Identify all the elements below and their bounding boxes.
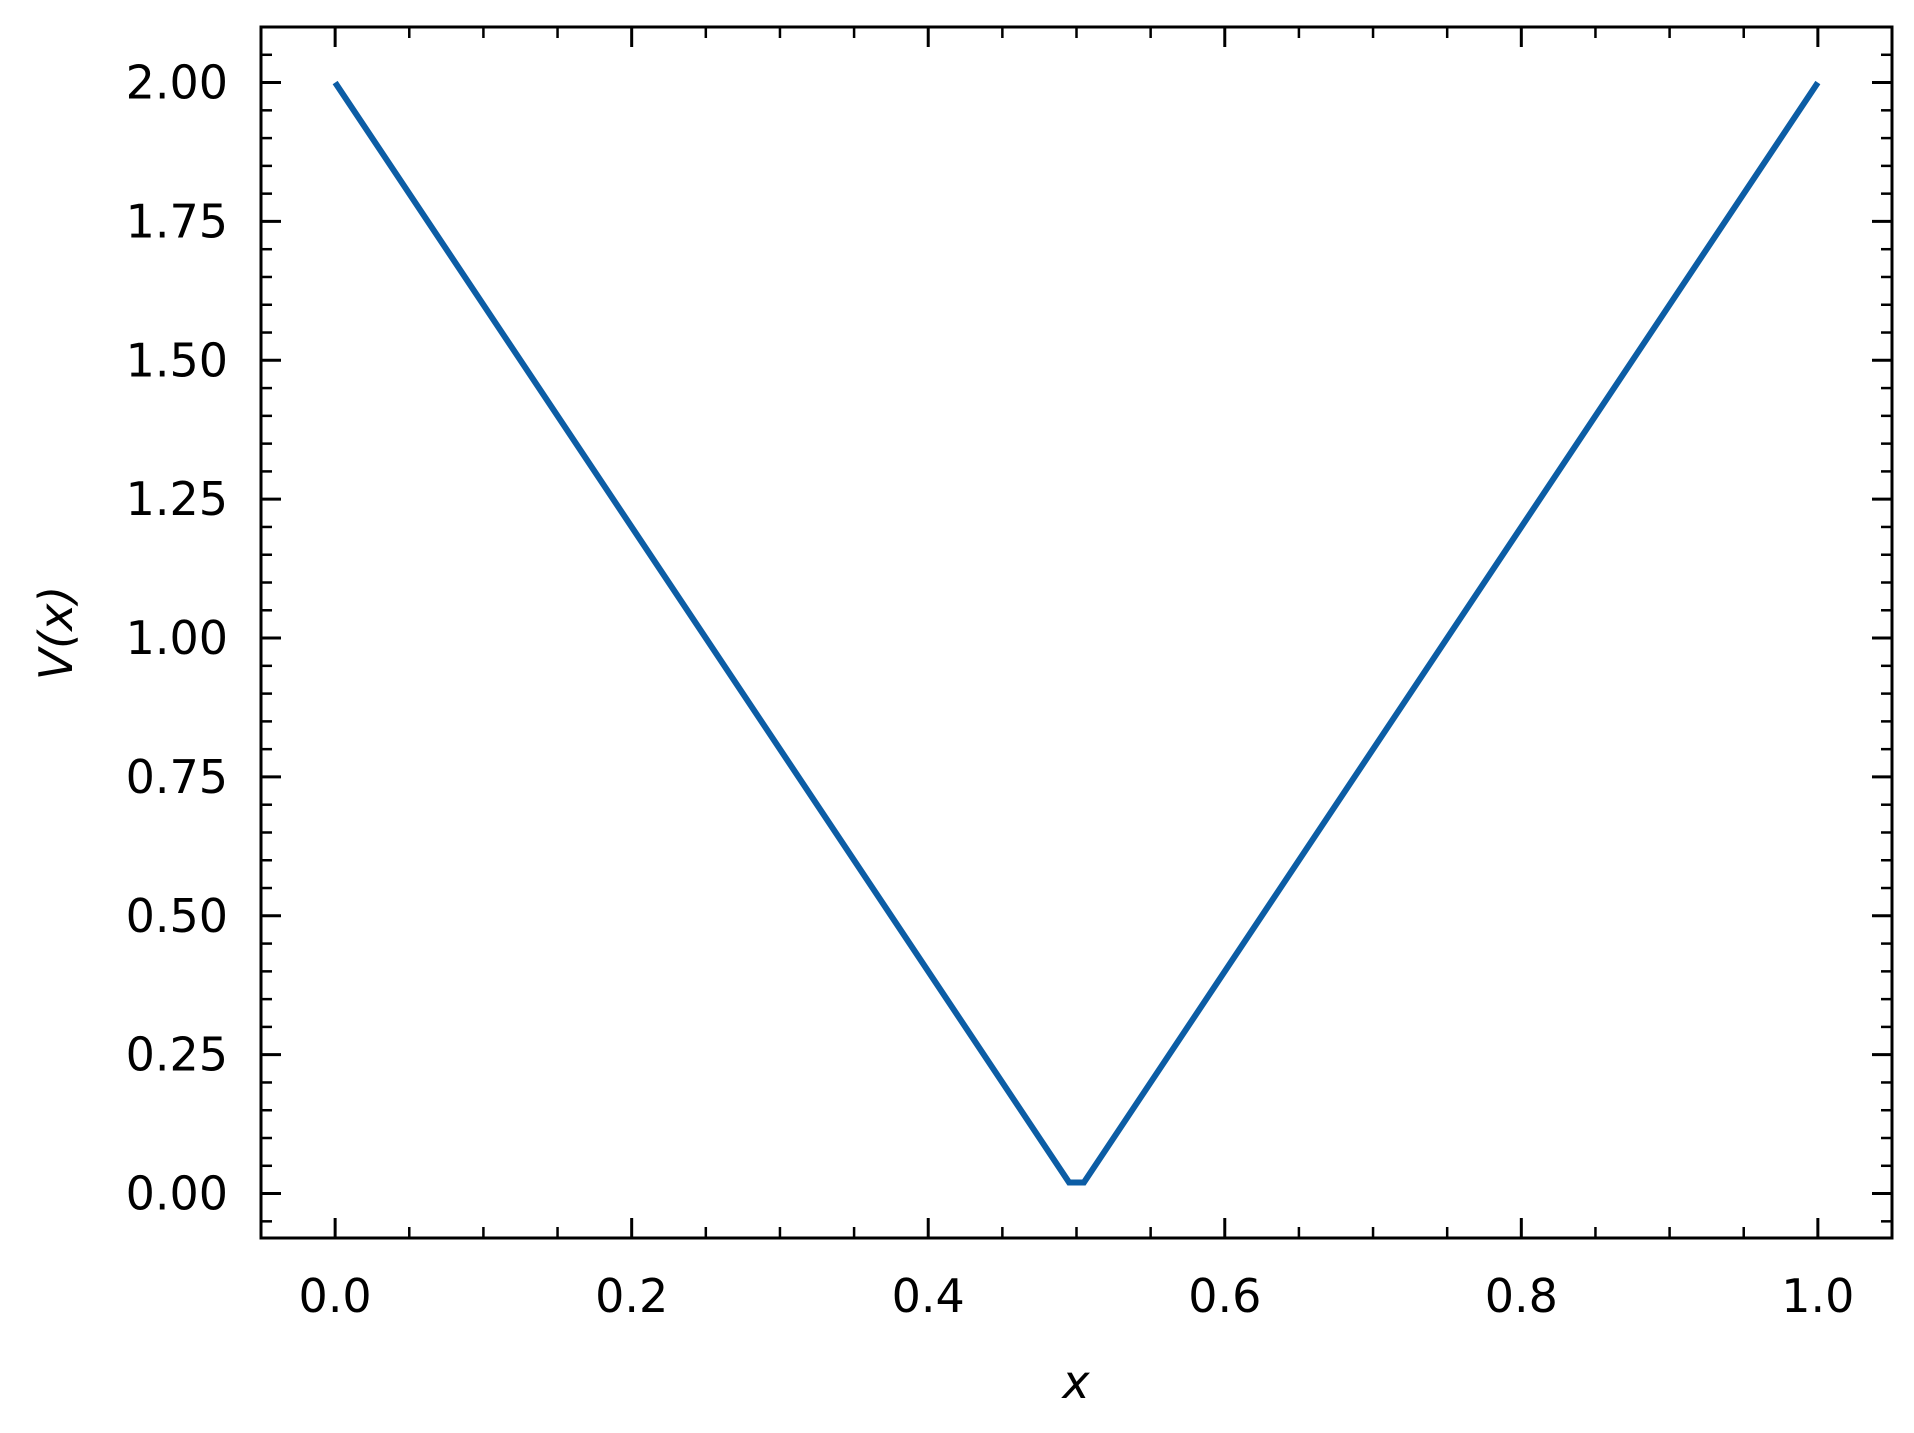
series-layer <box>332 80 1821 1186</box>
y-tick-label: 1.75 <box>126 194 228 248</box>
y-axis-label: V(x) <box>29 586 83 681</box>
y-tick-label: 1.25 <box>126 472 228 526</box>
y-tick-label: 0.75 <box>126 750 228 804</box>
y-tick-labels: 0.00 0.25 0.50 0.75 1.00 1.25 1.50 1.75 2.00 <box>126 56 228 1221</box>
x-tick-labels: 0.0 0.2 0.4 0.6 0.8 1.0 <box>299 1269 1855 1323</box>
x-tick-label: 0.6 <box>1188 1269 1261 1323</box>
ticks-layer <box>259 25 1894 1238</box>
x-tick-label: 0.8 <box>1485 1269 1558 1323</box>
x-tick-label: 0.0 <box>299 1269 372 1323</box>
series-line <box>332 80 1821 1186</box>
x-tick-label: 0.2 <box>595 1269 668 1323</box>
x-tick-label: 1.0 <box>1781 1269 1854 1323</box>
x-axis-label: x <box>1060 1355 1090 1409</box>
x-tick-label: 0.4 <box>892 1269 965 1323</box>
y-tick-label: 0.25 <box>126 1028 228 1082</box>
y-tick-label: 1.50 <box>126 333 228 387</box>
y-tick-label: 0.00 <box>126 1167 228 1221</box>
y-tick-label: 0.50 <box>126 889 228 943</box>
plot-frame <box>259 25 1894 1240</box>
y-tick-label: 2.00 <box>126 56 228 110</box>
y-tick-label: 1.00 <box>126 611 228 665</box>
